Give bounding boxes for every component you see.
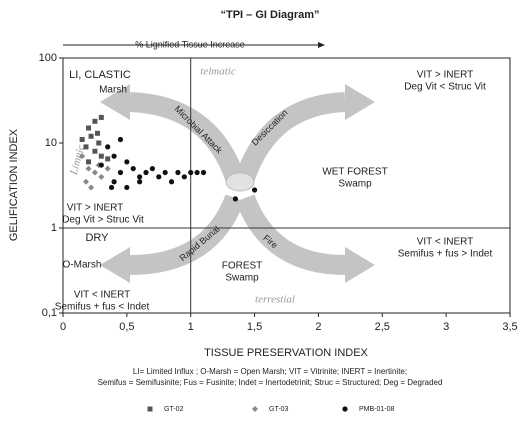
x-axis-label: TISSUE PRESERVATION INDEX <box>204 347 368 359</box>
point <box>99 115 104 120</box>
point <box>118 137 123 142</box>
x-tick-label: 3,5 <box>502 321 517 333</box>
point <box>182 174 187 179</box>
annotation: Semifus + fus > Indet <box>398 249 493 260</box>
point <box>88 184 94 190</box>
chart-title: “TPI – GI Diagram” <box>220 9 319 21</box>
point <box>137 174 142 179</box>
y-tick-label: 100 <box>39 52 57 64</box>
center-shape <box>226 173 254 191</box>
x-tick-label: 0 <box>60 321 66 333</box>
annotation: VIT < INERT <box>74 290 131 301</box>
point <box>86 159 91 164</box>
x-tick-label: 2 <box>315 321 321 333</box>
point <box>99 162 104 167</box>
annotation: WET FOREST <box>322 167 387 178</box>
y-tick-label: 1 <box>51 222 57 234</box>
legend-label: GT-02 <box>164 406 184 413</box>
point <box>195 170 200 175</box>
point <box>124 159 129 164</box>
point <box>86 166 92 172</box>
annotation: LI, CLASTIC <box>69 69 131 81</box>
x-tick-label: 3 <box>443 321 449 333</box>
point <box>86 126 91 131</box>
point <box>95 131 100 136</box>
point <box>124 185 129 190</box>
x-tick-label: 1,5 <box>247 321 262 333</box>
point <box>143 170 148 175</box>
point <box>98 174 104 180</box>
x-tick-label: 0,5 <box>119 321 134 333</box>
point <box>105 166 111 172</box>
point <box>252 187 257 192</box>
point <box>92 119 97 124</box>
point <box>111 179 116 184</box>
legend-label: GT-03 <box>269 406 289 413</box>
arrow-head <box>345 247 375 283</box>
point <box>80 137 85 142</box>
point <box>105 156 110 161</box>
annotation: Semifus + fus < Indet <box>55 302 150 313</box>
x-tick-label: 2,5 <box>375 321 390 333</box>
y-tick-label: 0,1 <box>42 307 57 319</box>
point <box>233 196 238 201</box>
annotation: Marsh <box>99 85 127 96</box>
point <box>96 141 101 146</box>
point <box>92 149 97 154</box>
point <box>99 154 104 159</box>
point <box>105 144 110 149</box>
point <box>163 170 168 175</box>
point <box>137 179 142 184</box>
arrow-shape <box>245 198 345 265</box>
y-axis-label: GELIFICATION INDEX <box>8 128 20 241</box>
annotation: Swamp <box>338 179 372 190</box>
annotation: telmatic <box>200 66 236 78</box>
annotation: O-Marsh <box>63 260 102 271</box>
chart: “TPI – GI Diagram” % Lignified Tissue In… <box>0 0 521 421</box>
x-tick-label: 1 <box>188 321 194 333</box>
top-arrow-label: % Lignified Tissue Increase <box>135 39 245 49</box>
annotation: Deg Vit > Struc Vit <box>62 215 144 226</box>
point <box>150 166 155 171</box>
point <box>175 170 180 175</box>
point <box>111 154 116 159</box>
point <box>109 185 114 190</box>
annotation: Swamp <box>225 273 259 284</box>
point <box>89 134 94 139</box>
point <box>118 170 123 175</box>
point <box>188 170 193 175</box>
annotation: Deg Vit < Struc Vit <box>404 82 486 93</box>
annotation: terrestial <box>255 294 295 306</box>
annotation: VIT > INERT <box>67 203 124 214</box>
annotation: FOREST <box>222 261 263 272</box>
point <box>131 166 136 171</box>
legend-marker <box>252 406 258 412</box>
legend-marker <box>342 406 347 411</box>
point <box>201 170 206 175</box>
footnote: Semifus = Semifusinite; Fus = Fusinite; … <box>98 378 443 387</box>
point <box>169 179 174 184</box>
footnote: LI= Limited Influx ; O-Marsh = Open Mars… <box>133 367 407 376</box>
legend-marker <box>148 407 153 412</box>
annotation: VIT < INERT <box>417 237 474 248</box>
y-tick-label: 10 <box>45 137 57 149</box>
arrow-head <box>345 84 375 120</box>
point <box>156 174 161 179</box>
arrow-head <box>100 247 130 283</box>
annotation: DRY <box>85 232 109 244</box>
point <box>92 169 98 175</box>
top-arrow-head <box>318 42 325 48</box>
legend-label: PMB-01-08 <box>359 406 395 413</box>
point <box>83 144 88 149</box>
annotation: VIT > INERT <box>417 70 474 81</box>
point <box>83 179 89 185</box>
